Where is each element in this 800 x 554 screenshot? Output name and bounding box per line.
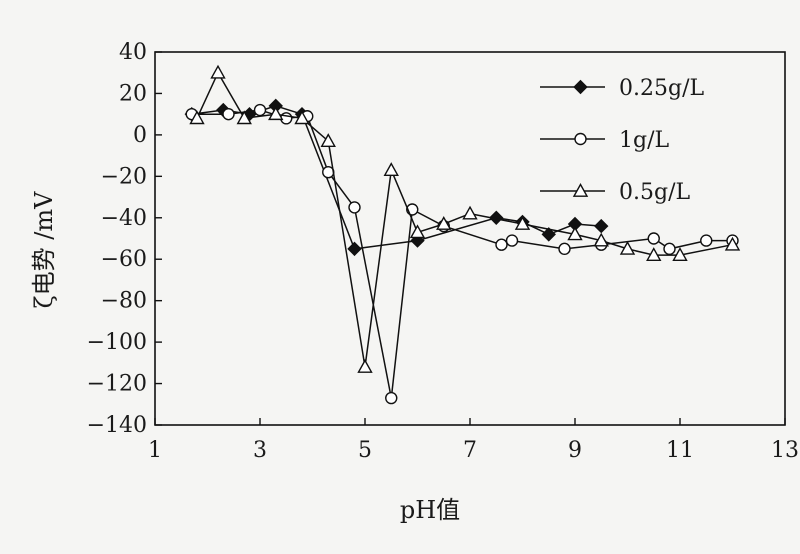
legend-item: 0.5g/L <box>540 180 690 205</box>
y-tick-label: −120 <box>87 372 147 397</box>
legend-marker <box>572 183 589 197</box>
data-point <box>348 201 361 214</box>
data-point <box>489 210 504 225</box>
x-tick-label: 3 <box>253 438 267 463</box>
data-point <box>210 64 226 79</box>
legend-label: 1g/L <box>619 128 669 153</box>
y-tick-label: 20 <box>119 81 147 106</box>
data-point <box>663 242 676 256</box>
data-point <box>383 162 399 177</box>
x-axis-ticks: 1 3 5 7 9 11 13 <box>148 418 799 463</box>
data-point <box>514 216 531 230</box>
series-layer <box>184 64 741 405</box>
data-point <box>541 227 556 242</box>
x-tick-label: 13 <box>771 438 799 463</box>
legend-label: 0.5g/L <box>619 180 690 205</box>
data-point <box>700 234 713 247</box>
data-point <box>409 224 426 239</box>
data-point <box>294 110 310 125</box>
data-point <box>672 247 688 261</box>
legend: 0.25g/L 1g/L 0.5g/L <box>540 76 704 205</box>
legend-item: 1g/L <box>540 128 669 153</box>
y-tick-label: 40 <box>119 40 147 65</box>
x-tick-label: 9 <box>568 438 582 463</box>
legend-item: 0.25g/L <box>540 76 704 101</box>
y-tick-label: 0 <box>133 123 147 148</box>
y-tick-label: −20 <box>101 164 147 189</box>
data-point <box>619 240 636 255</box>
data-point <box>253 103 267 117</box>
data-point <box>222 107 235 121</box>
y-axis-title: ζ电势 /mV <box>30 191 58 308</box>
legend-marker <box>573 79 588 95</box>
data-point <box>236 110 252 125</box>
data-point <box>436 216 452 230</box>
y-tick-label: −80 <box>101 289 147 314</box>
data-point <box>385 391 398 405</box>
data-point <box>567 226 583 241</box>
data-point <box>505 234 519 247</box>
data-point <box>462 205 478 220</box>
y-tick-label: −40 <box>101 206 147 231</box>
legend-marker <box>574 132 587 146</box>
data-point <box>495 238 508 251</box>
data-point <box>647 232 660 245</box>
data-point <box>320 133 336 148</box>
y-tick-label: −60 <box>101 247 147 272</box>
data-point <box>268 106 284 121</box>
data-point <box>558 242 571 256</box>
data-point <box>724 236 741 251</box>
series-0-5g-l <box>189 64 741 373</box>
y-axis-ticks: 40 20 0 −20 −40 −60 −80 −100 −120 −140 <box>87 40 162 438</box>
y-tick-label: −140 <box>87 413 147 438</box>
data-point <box>189 110 205 125</box>
data-point <box>357 359 373 373</box>
x-tick-label: 11 <box>666 438 694 463</box>
data-point <box>646 247 662 261</box>
x-axis-title: pH值 <box>400 496 460 524</box>
data-point <box>594 218 609 234</box>
x-tick-label: 1 <box>148 438 162 463</box>
y-tick-label: −100 <box>87 330 147 355</box>
data-point <box>347 241 362 257</box>
legend-label: 0.25g/L <box>619 76 704 101</box>
data-point <box>593 232 609 247</box>
x-tick-label: 7 <box>463 438 477 463</box>
x-tick-label: 5 <box>358 438 372 463</box>
